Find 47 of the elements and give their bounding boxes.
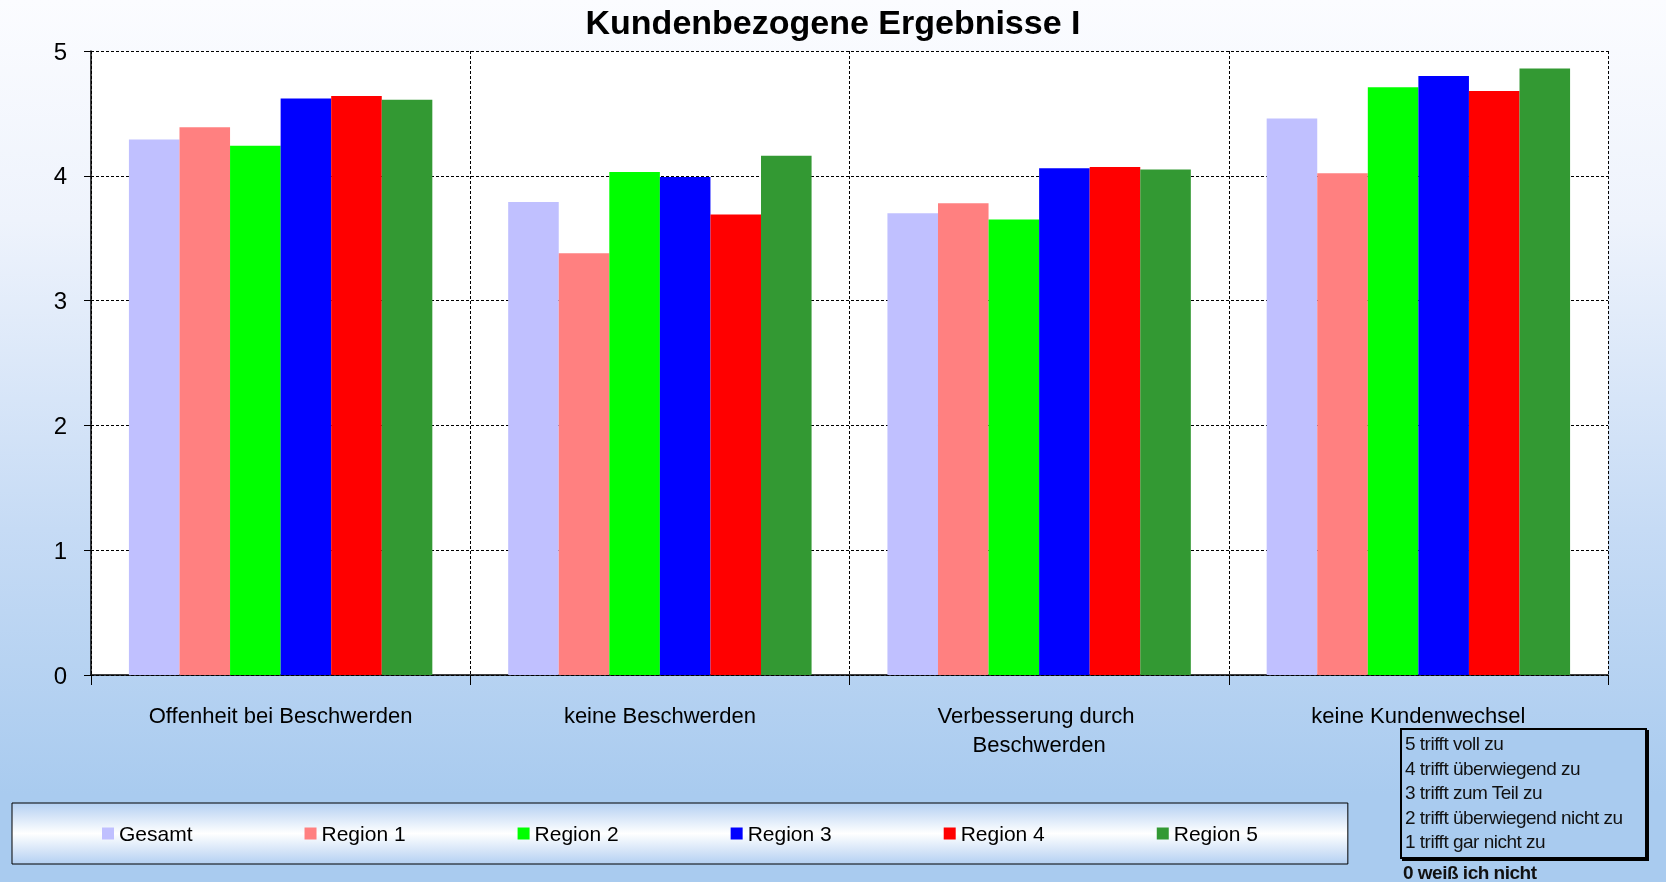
legend-label: Region 2 xyxy=(534,822,619,845)
y-tick-label: 4 xyxy=(53,162,67,190)
chart-title: Kundenbezogene Ergebnisse I xyxy=(585,3,1081,41)
bar xyxy=(1140,169,1191,675)
bar xyxy=(1519,68,1571,675)
bar xyxy=(659,177,711,675)
bar xyxy=(280,98,332,675)
bar xyxy=(609,172,660,675)
bar xyxy=(937,203,989,675)
bar xyxy=(1418,75,1469,675)
y-tick-label: 5 xyxy=(53,37,67,65)
bar xyxy=(230,145,281,675)
x-tick-label: keine Beschwerden xyxy=(563,703,756,728)
y-tick-label: 1 xyxy=(53,536,67,564)
bar xyxy=(1266,118,1318,675)
legend-label: Region 4 xyxy=(960,822,1046,845)
bar xyxy=(1039,168,1090,675)
legend-label: Gesamt xyxy=(119,822,193,845)
bar xyxy=(1317,173,1368,675)
bar xyxy=(710,214,762,675)
y-tick-label: 0 xyxy=(53,661,67,689)
text: 4 trifft überwiegend zu xyxy=(1405,756,1582,781)
bar xyxy=(887,213,938,675)
bar xyxy=(508,202,559,675)
bar xyxy=(179,127,231,675)
text: 0 weiß ich nicht xyxy=(1402,860,1538,882)
y-tick-label: 2 xyxy=(53,411,67,439)
legend-label: Region 1 xyxy=(321,822,406,845)
text: 1 trifft gar nicht zu xyxy=(1405,830,1547,854)
text: 2 trifft überwiegend nicht zu xyxy=(1405,805,1624,830)
bar xyxy=(381,99,433,675)
legend-label: Region 3 xyxy=(747,822,832,845)
bar xyxy=(558,253,610,675)
bar xyxy=(1089,167,1141,675)
bar xyxy=(331,95,382,675)
legend-label: Region 5 xyxy=(1173,822,1258,845)
x-tick-label: Verbesserung durch Beschwerden xyxy=(937,703,1141,757)
text: 3 trifft zum Teil zu xyxy=(1405,781,1544,805)
y-tick-label: 3 xyxy=(53,287,67,315)
bar xyxy=(1367,87,1419,675)
bar xyxy=(1468,90,1520,675)
bar xyxy=(988,219,1040,675)
x-tick-label: Offenheit bei Beschwerden xyxy=(148,703,413,728)
bar xyxy=(128,139,180,675)
text: 5 trifft voll zu xyxy=(1405,732,1505,756)
bar xyxy=(761,155,812,675)
x-tick-label: keine Kundenwechsel xyxy=(1311,703,1526,728)
